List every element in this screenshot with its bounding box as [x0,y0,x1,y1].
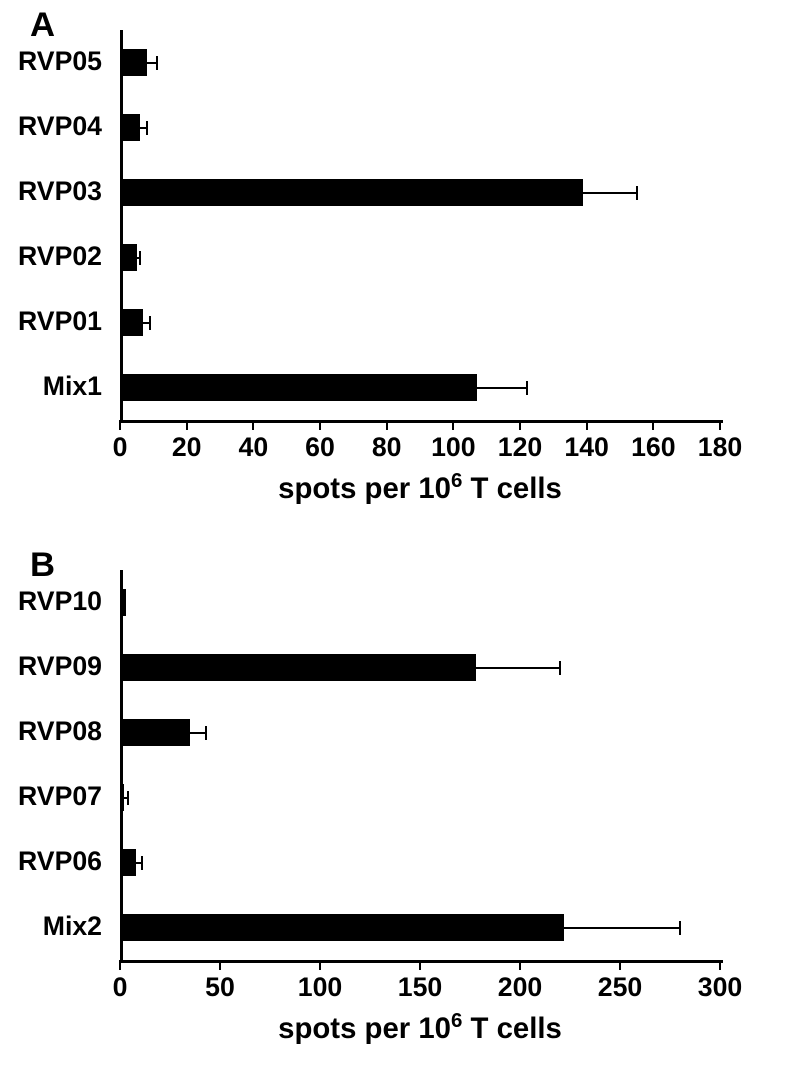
panel-b-x-axis-label: spots per 106 T cells [120,1009,720,1046]
x-tick-label: 40 [228,432,278,463]
y-category-label: RVP05 [0,46,102,77]
bar [120,309,143,336]
error-bar [476,667,560,669]
x-tick [719,960,721,970]
x-tick [252,420,254,430]
error-bar-cap [205,726,207,740]
error-bar-cap [636,186,638,200]
x-tick [119,420,121,430]
panel-a-x-axis-label: spots per 106 T cells [120,469,720,506]
x-tick-label: 0 [95,432,145,463]
error-bar-cap [127,791,129,805]
y-category-label: Mix2 [0,911,102,942]
y-category-label: RVP03 [0,176,102,207]
x-tick [519,420,521,430]
bar [120,589,126,616]
x-tick-label: 250 [595,972,645,1003]
x-tick-label: 180 [695,432,745,463]
x-tick [219,960,221,970]
x-tick-label: 100 [428,432,478,463]
bar [120,114,140,141]
figure: A spots per 106 T cells RVP05 RVP04 RVP03 R… [0,0,786,1070]
x-tick [619,960,621,970]
x-tick-label: 140 [562,432,612,463]
panel-b-letter: B [30,546,55,585]
bar [120,654,476,681]
x-tick-label: 160 [628,432,678,463]
error-bar-cap [149,316,151,330]
x-tick-label: 60 [295,432,345,463]
x-tick [186,420,188,430]
error-bar-cap [559,661,561,675]
y-category-label: RVP01 [0,306,102,337]
x-tick [719,420,721,430]
error-bar-cap [156,56,158,70]
x-tick [519,960,521,970]
x-tick-label: 100 [295,972,345,1003]
y-category-label: RVP08 [0,716,102,747]
y-category-label: RVP09 [0,651,102,682]
x-tick [119,960,121,970]
y-category-label: RVP07 [0,781,102,812]
x-tick-label: 150 [395,972,445,1003]
error-bar [583,192,636,194]
x-tick [586,420,588,430]
error-bar-cap [146,121,148,135]
y-category-label: RVP02 [0,241,102,272]
x-tick-label: 300 [695,972,745,1003]
x-tick [452,420,454,430]
error-bar [190,732,206,734]
x-tick [319,960,321,970]
y-category-label: RVP04 [0,111,102,142]
error-bar [564,927,680,929]
x-tick [652,420,654,430]
bar [120,49,147,76]
bar [120,179,583,206]
bar [120,374,477,401]
x-tick-label: 200 [495,972,545,1003]
error-bar-cap [141,856,143,870]
x-tick [319,420,321,430]
bar [120,719,190,746]
error-bar [477,387,527,389]
error-bar-cap [139,251,141,265]
panel-a-letter: A [30,6,55,45]
x-tick-label: 0 [95,972,145,1003]
x-tick [386,420,388,430]
x-tick-label: 20 [162,432,212,463]
error-bar-cap [679,921,681,935]
error-bar-cap [526,381,528,395]
x-tick [419,960,421,970]
panel-b: B spots per 106 T cells RVP10 RVP09 RVP08 R… [0,540,786,1060]
panel-a-plot-area [120,30,723,423]
y-category-label: RVP10 [0,586,102,617]
x-tick-label: 120 [495,432,545,463]
y-category-label: RVP06 [0,846,102,877]
panel-a: A spots per 106 T cells RVP05 RVP04 RVP03 R… [0,0,786,520]
bar [120,244,137,271]
x-tick-label: 80 [362,432,412,463]
x-tick-label: 50 [195,972,245,1003]
y-category-label: Mix1 [0,371,102,402]
panel-b-plot-area [120,570,723,963]
bar [120,914,564,941]
bar [120,849,136,876]
